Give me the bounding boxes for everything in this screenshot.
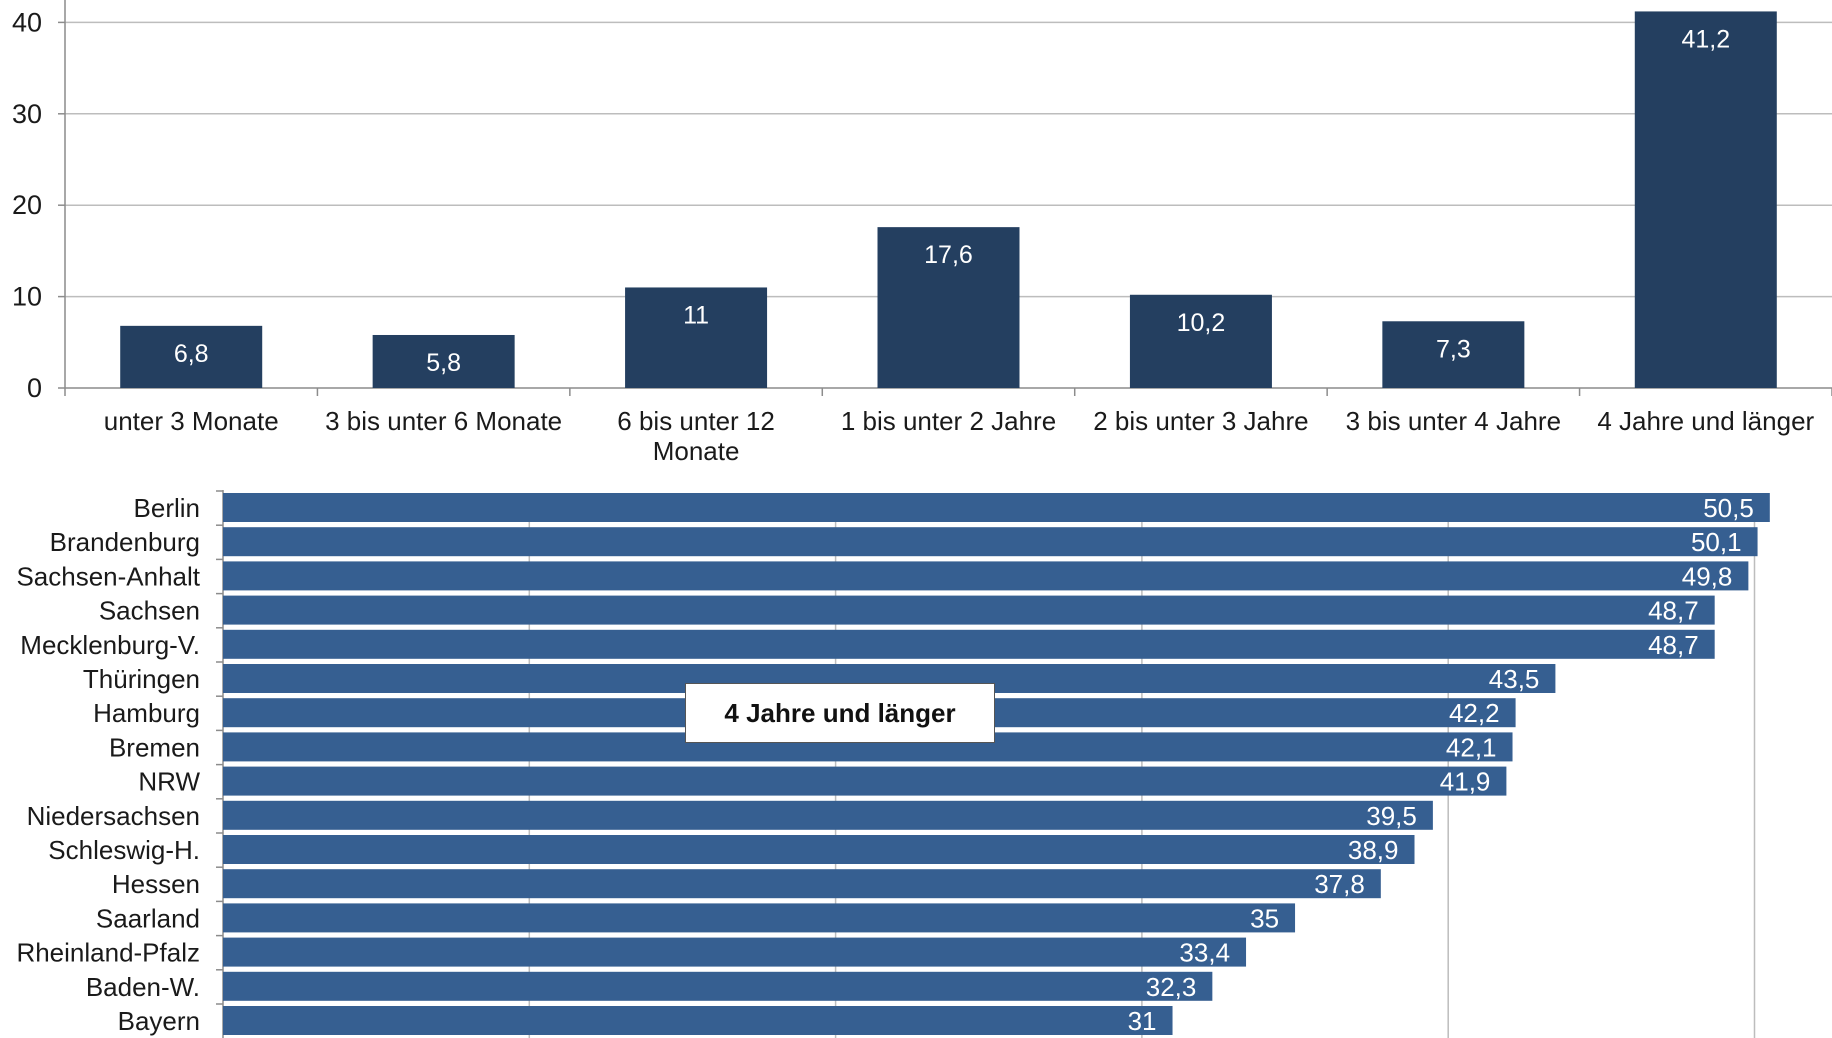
bar [120, 325, 263, 388]
data-label: 50,5 [1703, 493, 1754, 523]
category-label: Monate [653, 436, 740, 466]
bar [1634, 11, 1777, 388]
bar [372, 334, 515, 388]
data-label: 49,8 [1682, 561, 1733, 591]
bar [223, 629, 1715, 659]
data-label: 32,3 [1146, 972, 1197, 1002]
bar [223, 1006, 1173, 1035]
category-label: 4 Jahre und länger [1597, 406, 1814, 436]
y-tick-label: 10 [12, 282, 42, 312]
y-tick-label: 20 [12, 190, 42, 220]
data-label: 31 [1128, 1006, 1157, 1036]
category-label: Berlin [134, 493, 200, 523]
data-label: 50,1 [1691, 527, 1742, 557]
category-label: 3 bis unter 4 Jahre [1346, 406, 1561, 436]
bar [625, 287, 768, 388]
category-label: Bremen [109, 732, 200, 762]
data-label: 35 [1250, 903, 1279, 933]
category-label: Bayern [118, 1006, 200, 1036]
bar [223, 903, 1296, 933]
category-label: 6 bis unter 12 [617, 406, 775, 436]
bar [1382, 321, 1525, 388]
data-label: 42,1 [1446, 732, 1497, 762]
category-label: 3 bis unter 6 Monate [325, 406, 562, 436]
y-tick-label: 30 [12, 99, 42, 129]
data-label: 7,3 [1436, 335, 1471, 363]
data-label: 33,4 [1179, 938, 1230, 968]
data-label: 6,8 [174, 340, 209, 368]
category-label: Sachsen-Anhalt [16, 561, 200, 591]
category-label: Saarland [96, 903, 200, 933]
duration-bar-chart: 0 10 20 30 40 6,8 unter 3 Monate 5,8 3 bis unter… [12, 0, 1832, 466]
data-label: 42,2 [1449, 698, 1500, 728]
category-label: Brandenburg [50, 527, 200, 557]
category-label: Schleswig-H. [48, 835, 200, 865]
category-label: Sachsen [99, 596, 200, 626]
bar [223, 971, 1213, 1001]
data-label: 41,2 [1681, 25, 1730, 53]
bar [223, 493, 1770, 522]
bar [223, 561, 1749, 591]
category-label: 2 bis unter 3 Jahre [1093, 406, 1308, 436]
category-label: Rheinland-Pfalz [16, 938, 200, 968]
data-label: 5,8 [426, 349, 461, 377]
category-label: Mecklenburg-V. [20, 630, 200, 660]
category-label: Hessen [112, 869, 200, 899]
bar [1129, 294, 1272, 388]
data-label: 48,7 [1648, 630, 1699, 660]
category-label: Niedersachsen [27, 801, 200, 831]
category-label: NRW [138, 767, 200, 797]
data-label: 43,5 [1489, 664, 1540, 694]
bar [877, 227, 1020, 388]
bar [223, 800, 1433, 830]
bar [223, 595, 1715, 625]
y-tick-label: 40 [12, 7, 42, 37]
data-label: 38,9 [1348, 835, 1399, 865]
data-label: 17,6 [924, 241, 973, 269]
bar [223, 766, 1507, 796]
bar [223, 937, 1247, 967]
data-label: 41,9 [1440, 767, 1491, 797]
bar [223, 869, 1381, 899]
category-label: Hamburg [93, 698, 200, 728]
data-label: 48,7 [1648, 596, 1699, 626]
bar [223, 835, 1415, 864]
category-label: Thüringen [83, 664, 200, 694]
data-label: 10,2 [1177, 309, 1226, 337]
category-label: 1 bis unter 2 Jahre [841, 406, 1056, 436]
category-label: unter 3 Monate [104, 406, 279, 436]
annotation-label: 4 Jahre und länger [685, 683, 995, 743]
category-label: Baden-W. [86, 972, 200, 1002]
data-label: 11 [683, 301, 709, 329]
y-tick-label: 0 [27, 373, 42, 403]
data-label: 37,8 [1314, 869, 1365, 899]
bar [223, 527, 1758, 557]
data-label: 39,5 [1366, 801, 1417, 831]
